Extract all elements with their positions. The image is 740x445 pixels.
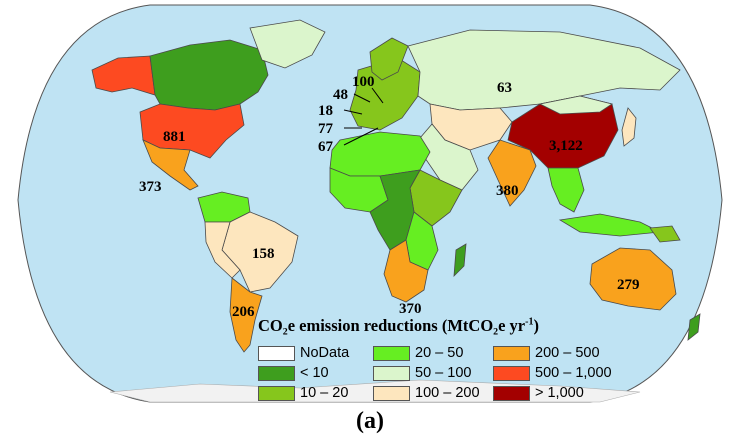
value-france: 18 (318, 103, 333, 119)
value-usa: 881 (163, 129, 186, 145)
legend-item-lt10: < 10 (258, 365, 329, 381)
legend-swatch (373, 385, 410, 401)
figure-caption: (a) (356, 408, 384, 434)
india-region (487, 139, 537, 207)
canada-region (149, 39, 269, 111)
value-india: 380 (496, 183, 519, 199)
value-spain: 77 (318, 121, 334, 137)
legend-item-50-100: 50 – 100 (373, 365, 471, 381)
legend-swatch (258, 345, 295, 361)
southeast-asia-region (547, 167, 585, 213)
japan-region (621, 107, 637, 147)
europe-region (349, 57, 421, 131)
legend-title-superscript: -1 (525, 316, 534, 328)
legend-swatch (373, 365, 410, 381)
leader-poland (371, 87, 384, 104)
legend-title-close: ) (533, 316, 539, 335)
value-poland: 100 (352, 74, 375, 90)
legend-label: > 1,000 (535, 385, 584, 401)
legend-label: 20 – 50 (415, 345, 464, 361)
value-brazil: 158 (252, 246, 275, 262)
australia-region (589, 247, 677, 311)
legend-swatch (258, 365, 295, 381)
legend-label: NoData (300, 345, 350, 361)
mongolia-region (538, 95, 613, 115)
legend-label: 500 – 1,000 (535, 365, 612, 381)
leader-italy (343, 127, 379, 146)
legend: CO₂e emission reductions (MtCO₂e yr-1) N… (258, 316, 638, 406)
legend-item-100-200: 100 – 200 (373, 385, 480, 401)
value-italy: 67 (318, 139, 334, 155)
legend-label: 50 – 100 (415, 365, 472, 381)
legend-swatch (258, 385, 295, 401)
legend-label: 100 – 200 (415, 385, 480, 401)
legend-item-gt1000: > 1,000 (493, 385, 584, 401)
alaska-region (91, 55, 156, 96)
legend-swatch (373, 345, 410, 361)
legend-item-20-50: 20 – 50 (373, 345, 463, 361)
legend-item-nodata: NoData (258, 345, 349, 361)
leader-germany (353, 93, 371, 103)
value-south-africa: 370 (399, 301, 422, 317)
value-germany: 48 (333, 87, 348, 103)
legend-label: 200 – 500 (535, 345, 600, 361)
legend-swatch (493, 345, 530, 361)
madagascar-region (453, 243, 467, 278)
north-africa-region (329, 131, 431, 177)
value-russia: 63 (497, 80, 512, 96)
peru-bolivia-region (204, 221, 241, 279)
value-mexico: 373 (139, 179, 162, 195)
greenland-region (249, 19, 326, 69)
legend-swatch (493, 365, 530, 381)
legend-swatch (493, 385, 530, 401)
legend-title: CO₂e emission reductions (MtCO₂e yr-1) (258, 316, 539, 336)
papua-region (649, 225, 681, 243)
new-zealand-region (687, 313, 701, 341)
legend-title-text: CO₂e emission reductions (MtCO₂e yr (258, 316, 526, 335)
south-africa-region (383, 239, 429, 303)
value-china: 3,122 (549, 138, 583, 154)
value-australia: 279 (617, 277, 640, 293)
legend-label: 10 – 20 (300, 385, 349, 401)
legend-item-500-1000: 500 – 1,000 (493, 365, 612, 381)
legend-label: < 10 (300, 365, 329, 381)
legend-item-10-20: 10 – 20 (258, 385, 348, 401)
leader-france (343, 109, 363, 115)
mexico-region (142, 139, 199, 191)
value-argentina: 206 (232, 304, 255, 320)
legend-item-200-500: 200 – 500 (493, 345, 600, 361)
scandinavia-region (369, 37, 409, 81)
argentina-region (229, 277, 263, 353)
